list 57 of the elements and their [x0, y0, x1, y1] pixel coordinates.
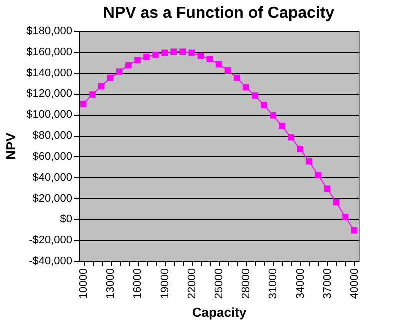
x-tick-label: 22000 [186, 268, 198, 300]
point [89, 92, 96, 98]
y-tick-label: -$20,000 [29, 234, 72, 247]
x-tick-label: 37000 [322, 268, 334, 300]
point [252, 92, 258, 99]
point [198, 52, 204, 60]
point [180, 48, 186, 56]
x-tick-label: 28000 [240, 268, 253, 300]
point [261, 102, 268, 108]
x-tick-label: 13000 [105, 268, 118, 300]
x-tick-label: 19000 [159, 268, 172, 300]
point [152, 52, 159, 58]
point [98, 83, 105, 90]
point [242, 84, 250, 91]
point [162, 50, 168, 56]
y-tick-label: $40,000 [32, 172, 72, 184]
y-tick-label: $0 [60, 214, 72, 226]
y-tick-label: -$40,000 [29, 256, 72, 268]
point [188, 50, 196, 56]
point [234, 74, 240, 82]
point [306, 158, 312, 165]
point [126, 62, 132, 69]
y-tick-label: $120,000 [26, 88, 72, 100]
point [206, 56, 214, 62]
point [315, 172, 322, 178]
x-tick-label: 31000 [268, 268, 280, 300]
point [270, 112, 276, 119]
x-tick-label: 40000 [348, 268, 361, 300]
y-tick-label: $160,000 [26, 46, 72, 58]
x-tick-label: 16000 [132, 268, 144, 300]
y-tick-label: $140,000 [26, 67, 72, 80]
point [116, 68, 123, 75]
x-tick-label: 25000 [214, 268, 226, 300]
x-tick-label: 10000 [78, 268, 90, 300]
point [288, 134, 294, 141]
point [170, 48, 177, 56]
y-tick-label: $180,000 [26, 26, 72, 38]
point [134, 57, 141, 64]
point [297, 146, 304, 152]
point [333, 199, 340, 206]
point [279, 122, 286, 130]
chart-title: NPV as a Function of Capacity [103, 5, 335, 22]
point [351, 228, 358, 234]
y-tick-label: $80,000 [32, 130, 72, 142]
point [224, 68, 232, 74]
y-tick-label: $100,000 [26, 109, 72, 122]
point [342, 214, 349, 220]
x-tick-label: 34000 [294, 268, 307, 300]
point [216, 61, 222, 68]
y-axis-title: NPV [4, 132, 19, 160]
point [107, 74, 114, 82]
x-axis-title: Capacity [192, 305, 248, 320]
point [80, 101, 87, 108]
point [324, 186, 331, 192]
y-tick-label: $60,000 [32, 150, 72, 163]
point [144, 54, 150, 60]
y-tick-label: $20,000 [32, 192, 72, 205]
